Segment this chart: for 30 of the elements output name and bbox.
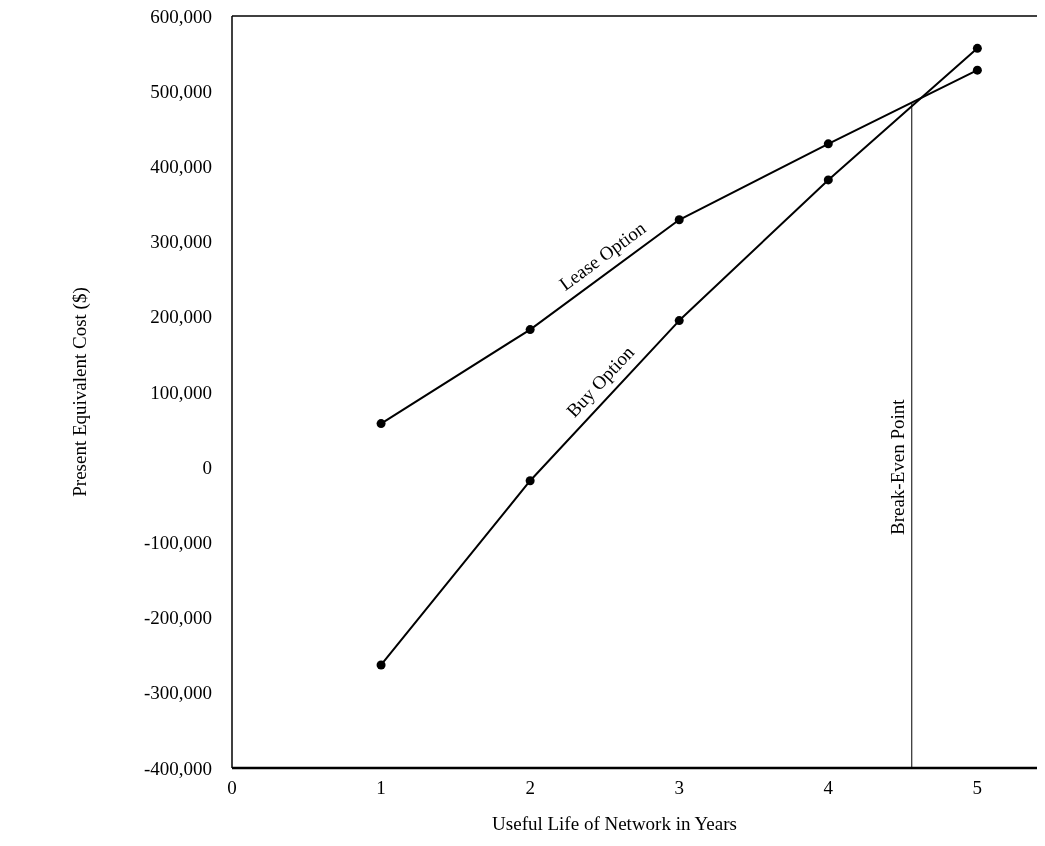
point xyxy=(674,316,684,326)
y-tick-label: 600,000 xyxy=(150,5,212,27)
point xyxy=(972,65,982,75)
y-tick-label: -100,000 xyxy=(143,532,212,554)
point xyxy=(823,175,833,185)
y-tick-label: 400,000 xyxy=(150,156,212,178)
x-tick-label: 0 xyxy=(227,777,237,798)
point xyxy=(823,139,833,149)
ref-line-label: Break-Even Point xyxy=(886,398,908,535)
y-tick-label: -300,000 xyxy=(143,682,212,704)
x-tick-label: 5 xyxy=(972,777,983,798)
y-tick-label: -200,000 xyxy=(143,607,212,629)
y-tick-label: 300,000 xyxy=(150,231,212,253)
x-tick-label: 2 xyxy=(525,777,535,798)
point xyxy=(376,419,386,429)
x-tick-label: 1 xyxy=(376,777,386,798)
point xyxy=(376,660,386,670)
y-axis-title: Present Equivalent Cost ($) xyxy=(69,287,91,497)
point xyxy=(525,325,535,335)
point xyxy=(525,476,535,486)
x-axis-title: Useful Life of Network in Years xyxy=(492,813,737,834)
x-tick-label: 3 xyxy=(674,777,684,798)
y-tick-label: 500,000 xyxy=(150,80,212,102)
y-tick-label: -400,000 xyxy=(143,757,212,779)
x-tick-label: 4 xyxy=(823,777,834,798)
point xyxy=(972,43,982,53)
y-tick-label: 100,000 xyxy=(150,381,212,403)
y-tick-label: 0 xyxy=(202,456,212,478)
point xyxy=(674,215,684,225)
y-tick-label: 200,000 xyxy=(150,306,212,328)
